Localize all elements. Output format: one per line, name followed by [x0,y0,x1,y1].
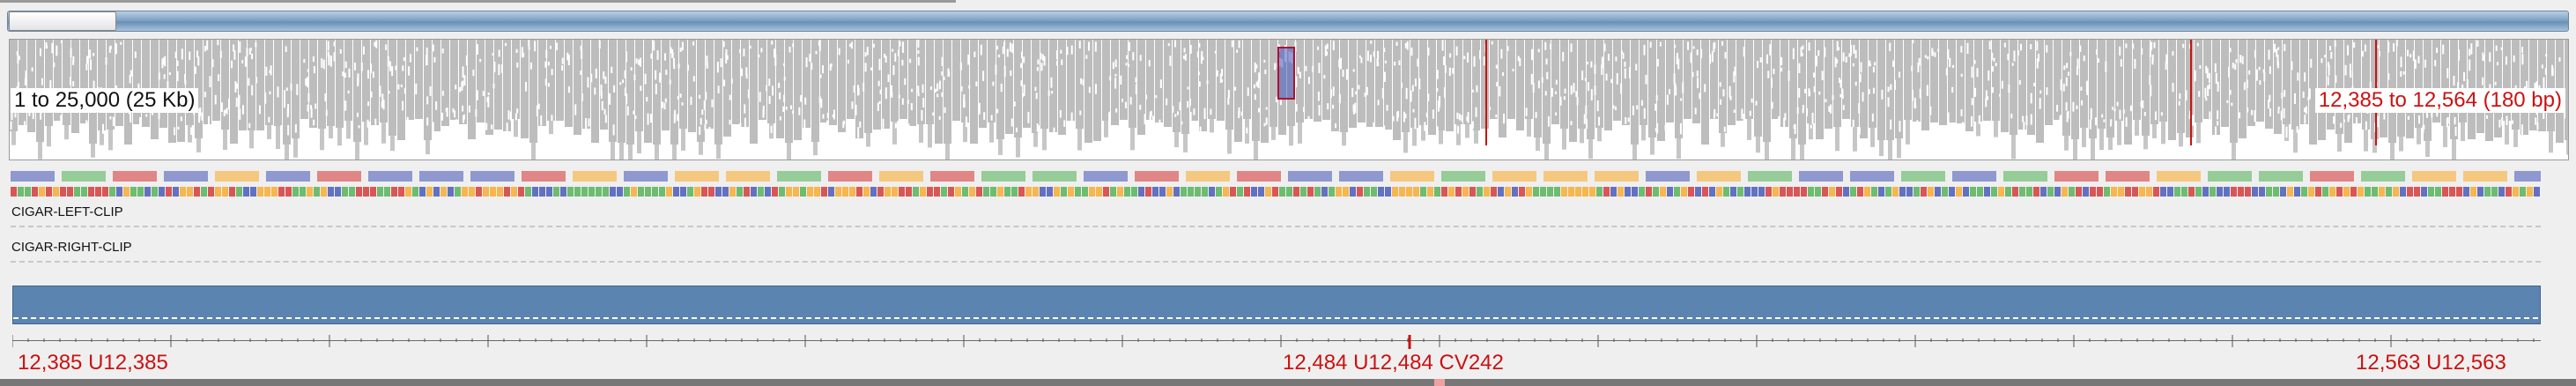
overview-viewport-indicator[interactable] [1277,47,1295,100]
bottom-status-bar [0,379,2576,386]
ruler-ticks [12,335,2535,349]
sequence-bases-graphic [11,171,2558,197]
coverage-graphic [13,317,2540,319]
top-separator [0,0,956,3]
left-clip-track-divider [11,226,2541,227]
ruler-label-right: 12,563 U12,563 [2356,351,2506,375]
track-label-cigar-right-clip: CIGAR-RIGHT-CLIP [11,240,132,255]
ruler-label-left: 12,385 U12,385 [18,351,168,375]
overview-visible-range-label: 12,385 to 12,564 (180 bp) [2314,88,2565,113]
track-label-cigar-left-clip: CIGAR-LEFT-CLIP [11,204,123,219]
right-clip-track-divider [11,261,2541,263]
overview-range-label: 1 to 25,000 (25 Kb) [11,88,199,113]
ruler-label-center: 12,484 U12,484 CV242 [1283,351,1504,375]
coverage-track[interactable] [12,286,2541,324]
horizontal-scrollbar[interactable] [7,11,2569,32]
bottom-position-marker [1434,379,1445,386]
scrollbar-thumb[interactable] [9,11,116,31]
reference-sequence-track [11,169,2558,199]
ruler-axis [12,340,2541,341]
